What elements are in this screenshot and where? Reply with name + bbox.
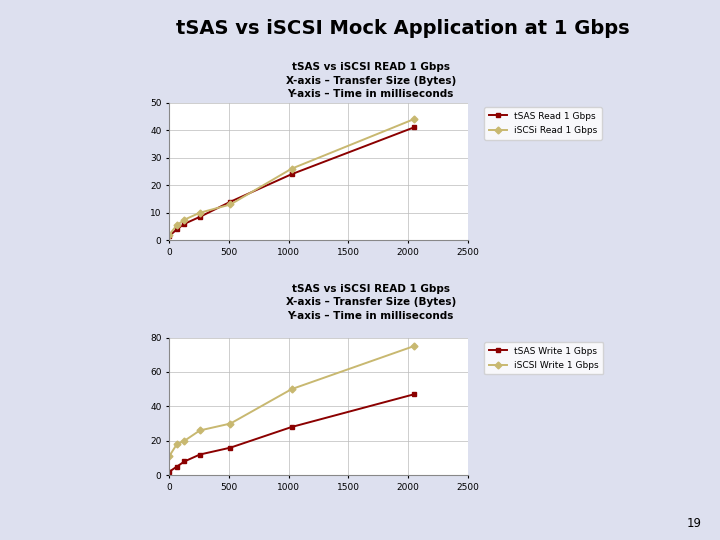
Text: tSAS vs iSCSI Mock Application at 1 Gbps: tSAS vs iSCSI Mock Application at 1 Gbps [176, 19, 630, 38]
Legend: tSAS Write 1 Gbps, iSCSI Write 1 Gbps: tSAS Write 1 Gbps, iSCSI Write 1 Gbps [485, 342, 603, 374]
Text: tSAS vs iSCSI READ 1 Gbps
X-axis – Transfer Size (Bytes)
Y-axis – Time in millis: tSAS vs iSCSI READ 1 Gbps X-axis – Trans… [286, 284, 456, 321]
Text: tSAS vs iSCSI READ 1 Gbps
X-axis – Transfer Size (Bytes)
Y-axis – Time in millis: tSAS vs iSCSI READ 1 Gbps X-axis – Trans… [286, 62, 456, 99]
Legend: tSAS Read 1 Gbps, iSCSi Read 1 Gbps: tSAS Read 1 Gbps, iSCSi Read 1 Gbps [485, 107, 602, 139]
Text: 19: 19 [687, 517, 702, 530]
